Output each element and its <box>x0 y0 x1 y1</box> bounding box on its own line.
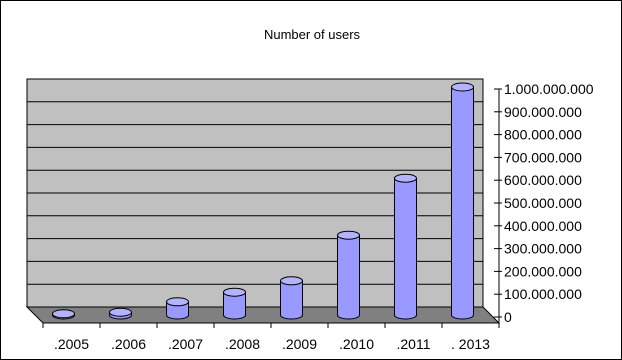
bar-top <box>52 309 75 319</box>
value-tick-label: 0 <box>504 309 512 325</box>
bar-top <box>394 173 417 183</box>
value-tick-label: 100.000.000 <box>504 286 582 302</box>
category-label: .2009 <box>282 336 317 352</box>
bar-top <box>451 82 474 92</box>
category-label: . 2013 <box>451 336 490 352</box>
category-label: .2010 <box>339 336 374 352</box>
bar-body <box>223 291 246 320</box>
bar-top <box>337 230 360 240</box>
bar-body <box>337 234 360 320</box>
value-tick-label: 700.000.000 <box>504 149 582 165</box>
plot-floor <box>25 306 501 324</box>
category-label: .2008 <box>225 336 260 352</box>
value-tick-label: 900.000.000 <box>504 104 582 120</box>
bar-top <box>223 287 246 297</box>
category-label: .2006 <box>111 336 146 352</box>
bar-body <box>280 280 303 320</box>
category-label: .2005 <box>54 336 89 352</box>
bar <box>451 82 474 320</box>
bar <box>280 276 303 320</box>
chart-title: Number of users <box>264 27 361 42</box>
bar <box>394 173 417 320</box>
value-tick-label: 800.000.000 <box>504 127 582 143</box>
bar-body <box>451 86 474 320</box>
value-tick-label: 300.000.000 <box>504 241 582 257</box>
bar <box>109 307 132 320</box>
value-tick-label: 200.000.000 <box>504 263 582 279</box>
bar <box>166 297 189 320</box>
bar-top <box>109 307 132 317</box>
value-tick-label: 600.000.000 <box>504 172 582 188</box>
value-tick-label: 1.000.000.000 <box>504 81 594 97</box>
bar <box>337 230 360 320</box>
category-axis: .2005 .2006 .2007 .2008 .2009 .2010 .2011 . 201… <box>42 323 500 352</box>
value-axis: 0 100.000.000 200.000.000 300.000.000 400.00… <box>494 81 594 325</box>
bar-top <box>280 276 303 286</box>
bar <box>223 287 246 320</box>
bar-body <box>166 301 189 320</box>
bar <box>52 309 75 320</box>
bar-body <box>394 177 417 320</box>
value-tick-label: 400.000.000 <box>504 218 582 234</box>
bar-top <box>166 297 189 307</box>
floor-panel <box>25 306 501 324</box>
category-label: .2007 <box>168 336 203 352</box>
value-tick-label: 500.000.000 <box>504 195 582 211</box>
category-label: .2011 <box>397 336 431 352</box>
bars <box>52 82 474 320</box>
